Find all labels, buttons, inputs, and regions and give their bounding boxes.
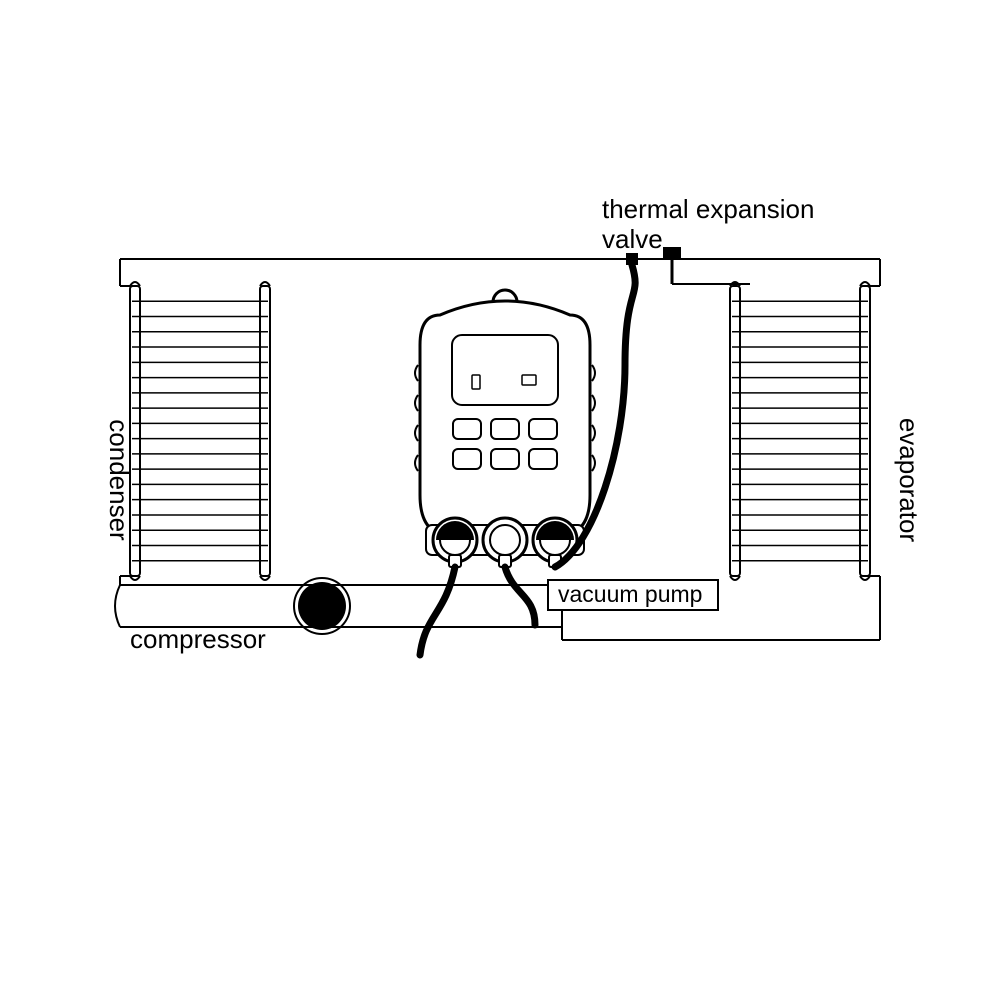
compressor xyxy=(294,578,350,634)
compressor-label: compressor xyxy=(130,624,266,654)
condenser-label: condenser xyxy=(104,419,134,541)
vacuum-pump-text: vacuum pump xyxy=(558,581,702,607)
gauge-button xyxy=(529,419,557,439)
gauge-button xyxy=(453,449,481,469)
expansion-valve xyxy=(663,247,681,259)
condenser-coil xyxy=(130,282,270,580)
gauge-button xyxy=(491,449,519,469)
hose-middle xyxy=(505,567,535,625)
gauge-button xyxy=(529,449,557,469)
evaporator-coil xyxy=(730,282,870,580)
refrigeration-diagram: condenser evaporator compressor thermal exp… xyxy=(0,0,1000,1000)
valve-label-2: valve xyxy=(602,224,663,254)
evaporator-label: evaporator xyxy=(894,418,924,543)
gauge-button xyxy=(491,419,519,439)
gauge-screen xyxy=(452,335,558,405)
gauge-button xyxy=(453,419,481,439)
hose-left xyxy=(420,567,455,655)
valve-label-1: thermal expansion xyxy=(602,194,814,224)
